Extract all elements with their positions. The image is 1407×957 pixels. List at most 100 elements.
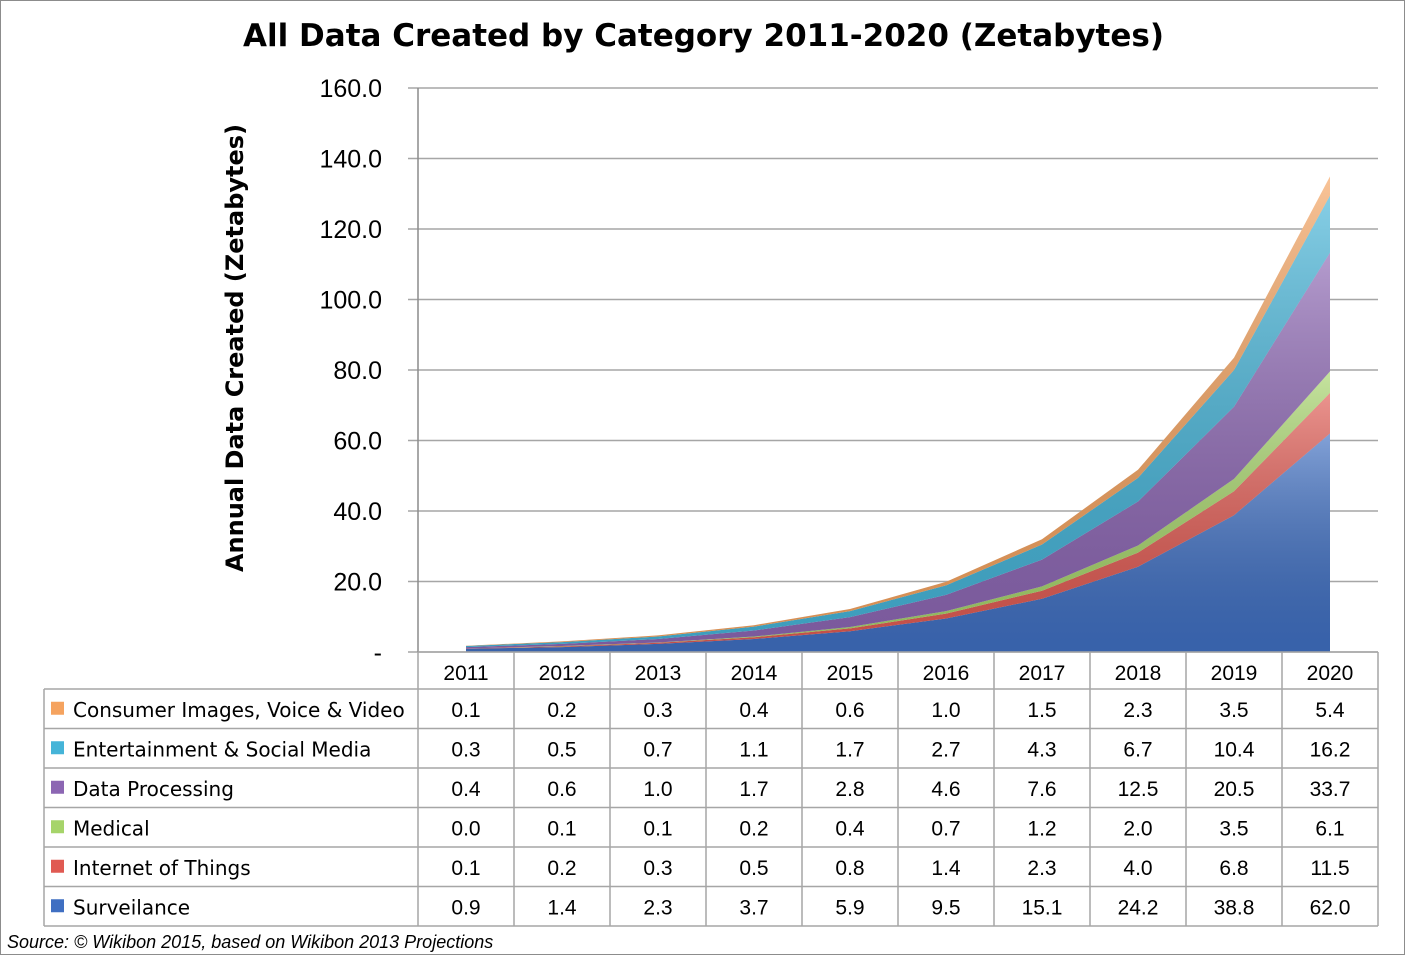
data-label: 9.5 <box>931 896 960 919</box>
data-label: 4.3 <box>1027 738 1056 761</box>
data-label: 0.5 <box>739 857 768 880</box>
y-tick-label: 80.0 <box>333 357 382 385</box>
source-note: Source: © Wikibon 2015, based on Wikibon… <box>7 932 494 952</box>
data-label: 3.7 <box>739 896 768 919</box>
data-label: 1.1 <box>739 738 768 761</box>
data-label: 5.9 <box>835 896 864 919</box>
y-tick-label: 120.0 <box>319 216 382 244</box>
data-label: 0.3 <box>643 699 672 722</box>
data-label: 1.5 <box>1027 699 1056 722</box>
data-label: 1.7 <box>739 778 768 801</box>
legend-swatch <box>51 859 64 873</box>
x-tick-label: 2012 <box>539 662 586 685</box>
data-label: 1.7 <box>835 738 864 761</box>
area-shade-data-processing <box>466 252 1330 649</box>
legend-label: Surveilance <box>73 895 190 919</box>
data-label: 0.6 <box>835 699 864 722</box>
legend-label: Data Processing <box>73 777 234 801</box>
data-label: 0.3 <box>643 857 672 880</box>
data-label: 2.7 <box>931 738 960 761</box>
data-label: 15.1 <box>1022 896 1063 919</box>
legend-swatch <box>51 701 64 715</box>
data-label: 1.4 <box>931 857 961 880</box>
legend-label: Consumer Images, Voice & Video <box>73 698 405 722</box>
data-label: 6.1 <box>1315 817 1344 840</box>
legend-label: Medical <box>73 816 150 840</box>
data-label: 12.5 <box>1118 778 1159 801</box>
data-label: 24.2 <box>1118 896 1159 919</box>
data-label: 0.2 <box>547 857 576 880</box>
legend-label: Entertainment & Social Media <box>73 737 371 761</box>
data-label: 3.5 <box>1219 817 1248 840</box>
data-label: 1.2 <box>1027 817 1056 840</box>
y-tick-labels: - 20.0 40.0 60.0 80.0 100.0 120.0 140.0 160.0 <box>319 75 382 667</box>
data-label: 33.7 <box>1310 778 1351 801</box>
data-label: 62.0 <box>1310 896 1351 919</box>
legend-swatch <box>51 780 64 794</box>
y-tick-label: 160.0 <box>319 75 382 103</box>
data-label: 0.4 <box>835 817 865 840</box>
legend-swatch <box>51 741 64 755</box>
x-tick-label: 2013 <box>635 662 682 685</box>
x-tick-label: 2017 <box>1019 662 1066 685</box>
data-label: 1.4 <box>547 896 577 919</box>
area-shade-surveilance <box>466 433 1330 652</box>
legend-swatch <box>51 899 64 913</box>
data-label: 2.3 <box>1027 857 1056 880</box>
x-tick-label: 2014 <box>731 662 778 685</box>
x-tick-label: 2019 <box>1211 662 1258 685</box>
y-tick-label: 60.0 <box>333 428 382 456</box>
data-label: 4.0 <box>1123 857 1152 880</box>
x-tick-label: 2015 <box>827 662 874 685</box>
y-tick-label: - <box>374 639 382 667</box>
data-label: 2.3 <box>643 896 672 919</box>
data-label: 7.6 <box>1027 778 1056 801</box>
data-label: 38.8 <box>1214 896 1255 919</box>
data-label: 0.1 <box>547 817 576 840</box>
data-label: 0.2 <box>547 699 576 722</box>
data-label: 0.6 <box>547 778 576 801</box>
chart-title: All Data Created by Category 2011-2020 (… <box>243 18 1164 54</box>
data-label: 0.5 <box>547 738 576 761</box>
x-tick-label: 2018 <box>1115 662 1162 685</box>
data-label: 2.0 <box>1123 817 1152 840</box>
data-label: 20.5 <box>1214 778 1255 801</box>
data-label: 4.6 <box>931 778 960 801</box>
data-label: 1.0 <box>643 778 672 801</box>
data-label: 0.8 <box>835 857 864 880</box>
data-label: 16.2 <box>1310 738 1351 761</box>
data-label: 0.4 <box>739 699 769 722</box>
data-label: 0.9 <box>451 896 480 919</box>
area-series <box>466 176 1330 652</box>
data-label: 3.5 <box>1219 699 1248 722</box>
data-label: 0.1 <box>451 857 480 880</box>
legend-swatch <box>51 820 64 834</box>
data-label: 5.4 <box>1315 699 1345 722</box>
data-label: 0.4 <box>451 778 481 801</box>
data-label: 0.0 <box>451 817 480 840</box>
data-label: 0.2 <box>739 817 768 840</box>
y-tick-label: 100.0 <box>319 287 382 315</box>
y-tick-label: 20.0 <box>333 569 382 597</box>
data-label: 11.5 <box>1310 857 1349 880</box>
data-label: 0.1 <box>643 817 672 840</box>
y-tick-label: 140.0 <box>319 146 382 174</box>
data-label: 6.7 <box>1123 738 1152 761</box>
data-label: 10.4 <box>1214 738 1255 761</box>
x-tick-label: 2011 <box>443 662 488 685</box>
y-tick-label: 40.0 <box>333 498 382 526</box>
data-label: 1.0 <box>931 699 960 722</box>
data-label: 6.8 <box>1219 857 1248 880</box>
data-label: 0.3 <box>451 738 480 761</box>
data-label: 0.1 <box>451 699 480 722</box>
data-label: 2.8 <box>835 778 864 801</box>
x-tick-label: 2020 <box>1307 662 1354 685</box>
data-table: 2011 2012 2013 2014 2015 2016 2017 2018 2019 2020… <box>43 651 1379 927</box>
x-tick-label: 2016 <box>923 662 970 685</box>
data-label: 0.7 <box>643 738 672 761</box>
data-label: 2.3 <box>1123 699 1152 722</box>
data-label: 0.7 <box>931 817 960 840</box>
legend-label: Internet of Things <box>73 856 251 880</box>
